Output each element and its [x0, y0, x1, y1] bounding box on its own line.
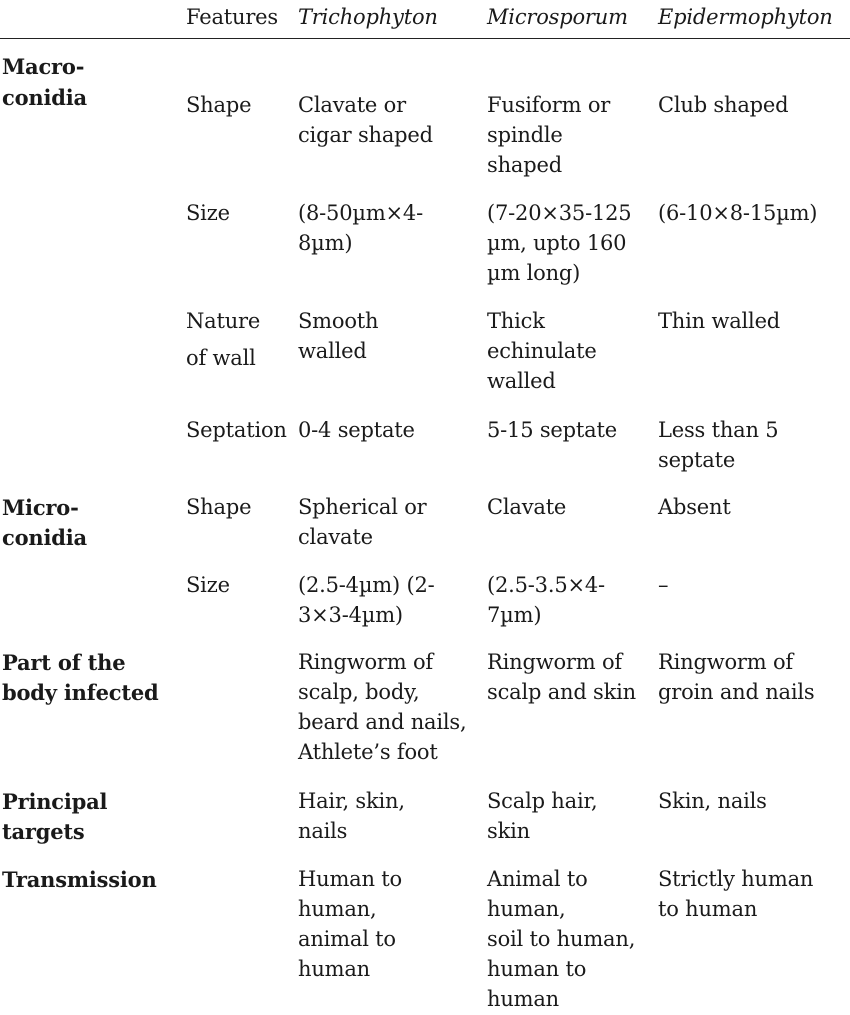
row-label-targets-1: Principal	[2, 789, 108, 814]
cell-text: 5-15 septate	[487, 418, 617, 442]
cell-text: Club shaped	[658, 93, 789, 117]
feature-shape: Shape	[186, 495, 252, 519]
cell-text: 0-4 septate	[298, 418, 415, 442]
cell-text: Animal to	[487, 867, 588, 891]
header-features: Features	[186, 5, 278, 29]
cell-text: soil to human,	[487, 927, 636, 951]
cell-text: (8-50µm×4-	[298, 201, 423, 225]
cell-text: Ringworm of	[487, 650, 622, 674]
cell-text: human	[487, 987, 560, 1011]
cell-text: –	[658, 573, 669, 597]
cell-text: Scalp hair,	[487, 789, 598, 813]
cell-text: human,	[487, 897, 566, 921]
cell-text: µm, upto 160	[487, 231, 627, 255]
row-label-macroconidia-1: Macro-	[2, 54, 85, 79]
cell-text: Athlete’s foot	[298, 740, 438, 764]
cell-text: human to	[487, 957, 587, 981]
cell-text: 8µm)	[298, 231, 353, 255]
cell-text: (6-10×8-15µm)	[658, 201, 818, 225]
cell-text: skin	[487, 819, 530, 843]
row-label-microconidia-1: Micro-	[2, 495, 79, 520]
cell-text: Hair, skin,	[298, 789, 405, 813]
row-label-body-part-1: Part of the	[2, 650, 126, 675]
cell-text: nails	[298, 819, 348, 843]
cell-text: groin and nails	[658, 680, 815, 704]
cell-text: shaped	[487, 153, 562, 177]
cell-text: beard and nails,	[298, 710, 467, 734]
row-label-transmission: Transmission	[2, 867, 157, 892]
cell-text: Strictly human	[658, 867, 814, 891]
cell-text: scalp and skin	[487, 680, 636, 704]
cell-text: (2.5-4µm) (2-	[298, 573, 435, 597]
cell-text: Spherical or	[298, 495, 427, 519]
cell-text: clavate	[298, 525, 373, 549]
cell-text: Clavate or	[298, 93, 406, 117]
feature-size: Size	[186, 201, 230, 225]
feature-nature-of-wall: Nature	[186, 309, 261, 333]
cell-text: echinulate	[487, 339, 597, 363]
cell-text: Clavate	[487, 495, 567, 519]
cell-text: Smooth	[298, 309, 379, 333]
cell-text: to human	[658, 897, 758, 921]
header-epidermophyton: Epidermophyton	[658, 5, 833, 29]
cell-text: Thick	[487, 309, 545, 333]
header-trichophyton: Trichophyton	[298, 5, 438, 29]
cell-text: walled	[487, 369, 556, 393]
cell-text: (2.5-3.5×4-	[487, 573, 605, 597]
header-rule	[0, 38, 850, 39]
cell-text: Absent	[658, 495, 731, 519]
feature-shape: Shape	[186, 93, 252, 117]
cell-text: animal to	[298, 927, 396, 951]
cell-text: Fusiform or	[487, 93, 611, 117]
cell-text: Skin, nails	[658, 789, 767, 813]
header-microsporum: Microsporum	[487, 5, 628, 29]
cell-text: walled	[298, 339, 367, 363]
cell-text: Thin walled	[658, 309, 781, 333]
row-label-targets-2: targets	[2, 819, 85, 844]
cell-text: scalp, body,	[298, 680, 420, 704]
cell-text: spindle	[487, 123, 563, 147]
cell-text: µm long)	[487, 261, 581, 285]
feature-nature-of-wall: of wall	[186, 346, 256, 370]
cell-text: Ringworm of	[658, 650, 793, 674]
cell-text: human,	[298, 897, 377, 921]
cell-text: cigar shaped	[298, 123, 433, 147]
feature-septation: Septation	[186, 418, 287, 442]
cell-text: Less than 5	[658, 418, 779, 442]
cell-text: Ringworm of	[298, 650, 433, 674]
cell-text: 7µm)	[487, 603, 542, 627]
cell-text: (7-20×35-125	[487, 201, 632, 225]
cell-text: human	[298, 957, 371, 981]
cell-text: 3×3-4µm)	[298, 603, 403, 627]
feature-size: Size	[186, 573, 230, 597]
cell-text: Human to	[298, 867, 402, 891]
cell-text: septate	[658, 448, 736, 472]
row-label-body-part-2: body infected	[2, 680, 159, 705]
row-label-macroconidia-2: conidia	[2, 85, 87, 110]
row-label-microconidia-2: conidia	[2, 525, 87, 550]
